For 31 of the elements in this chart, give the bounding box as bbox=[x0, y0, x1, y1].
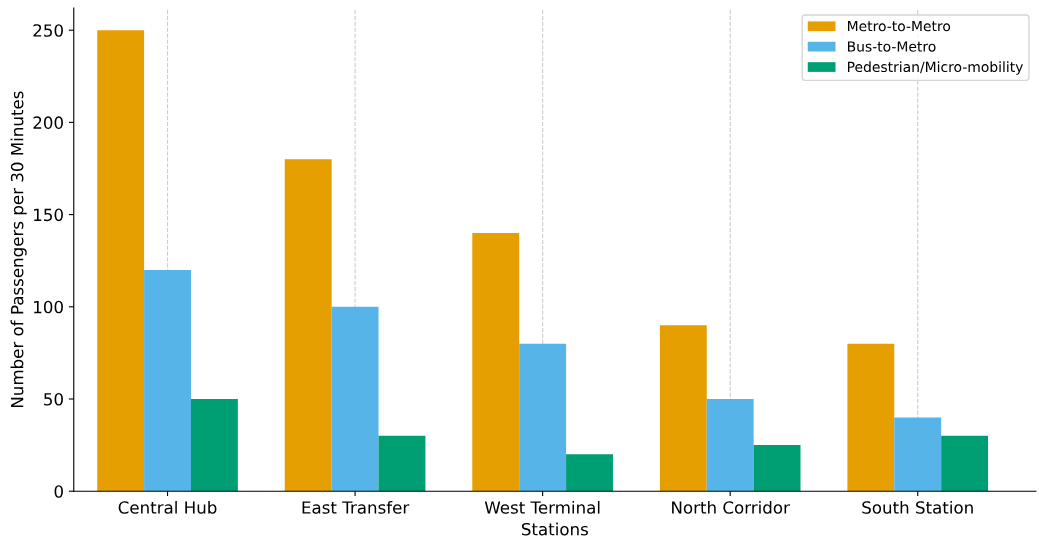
bar bbox=[144, 269, 191, 492]
y-axis-title: Number of Passengers per 30 Minutes bbox=[10, 91, 27, 408]
bar bbox=[566, 454, 613, 492]
x-tick-label: Central Hub bbox=[118, 500, 217, 514]
y-tick-label: 50 bbox=[44, 392, 63, 406]
bar bbox=[472, 233, 520, 492]
bar bbox=[97, 30, 145, 492]
bar bbox=[941, 435, 989, 492]
bar bbox=[659, 325, 707, 492]
y-tick-label: 150 bbox=[34, 208, 63, 222]
legend-label: Metro-to-Metro bbox=[847, 21, 951, 32]
bar bbox=[753, 445, 801, 492]
x-tick-label: East Transfer bbox=[302, 500, 410, 514]
bar bbox=[894, 417, 942, 492]
x-tick-label: West Terminal bbox=[484, 500, 600, 514]
bar bbox=[331, 306, 379, 492]
legend-label: Pedestrian/Micro-mobility bbox=[847, 61, 1023, 75]
y-tick-label: 100 bbox=[34, 300, 63, 314]
x-tick-label: North Corridor bbox=[672, 500, 790, 514]
bar bbox=[519, 343, 567, 492]
bar bbox=[190, 398, 238, 492]
bar bbox=[706, 398, 754, 492]
y-tick-label: 200 bbox=[33, 116, 63, 129]
y-tick-label: 0 bbox=[54, 485, 63, 498]
y-tick-label: 250 bbox=[33, 24, 63, 37]
legend-label: Bus-to-Metro bbox=[847, 41, 936, 52]
x-tick-label: South Station bbox=[862, 500, 973, 514]
bar bbox=[284, 159, 332, 492]
bar bbox=[847, 343, 895, 492]
bar bbox=[378, 435, 426, 492]
x-axis-title: Stations bbox=[521, 522, 588, 536]
